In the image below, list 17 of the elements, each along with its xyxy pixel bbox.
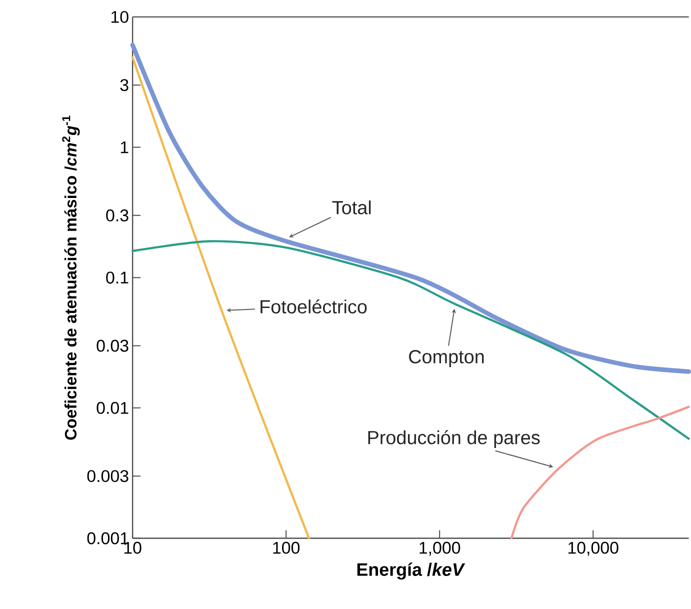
y-tick-label: 3 [120,79,128,92]
series-label: Compton [409,350,484,368]
y-tick-label: 10 [112,10,128,23]
x-tick-label: 100 [273,542,300,554]
x-tick-label: 10,000 [568,542,618,556]
y-tick-label: 1 [120,141,128,154]
x-axis-title: Energía /keV [357,562,466,580]
y-tick-label: 0.01 [96,402,128,414]
y-tick-label: 0.003 [87,470,128,482]
y-tick-label: 0.3 [106,209,128,222]
y-tick-label: 0.03 [96,340,128,352]
y-axis-title: Coeficiente de atenuación másico /cm$^{2}$g$^{-1}$ [62,116,80,440]
x-tick-label: 1,000 [420,542,460,556]
series-label: Producción de pares [368,430,540,448]
y-tick-label: 0.1 [106,272,128,284]
text: Total [332,200,371,214]
series-label: Fotoeléctrico [260,299,367,314]
